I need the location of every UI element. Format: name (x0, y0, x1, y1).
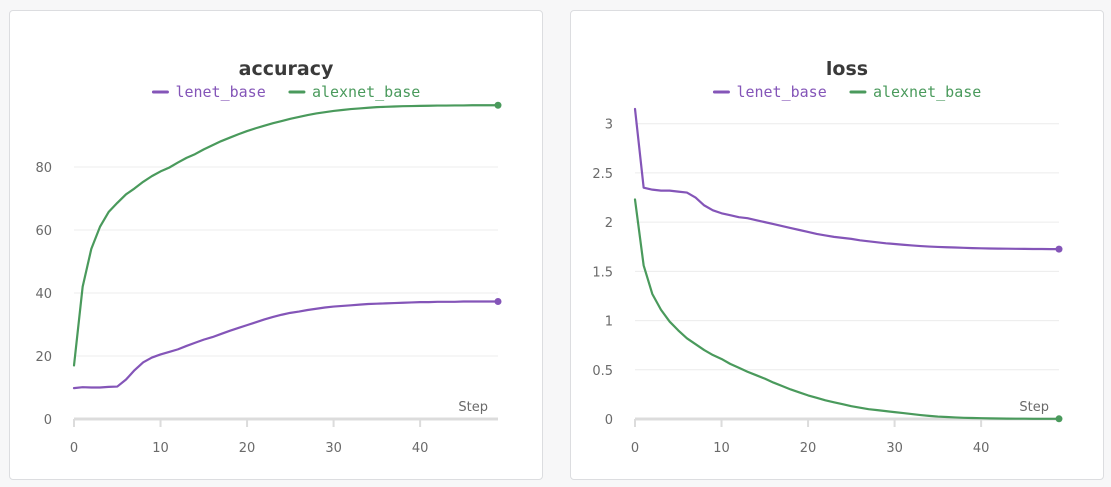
series-end-marker-alexnet-base[interactable] (1055, 415, 1063, 423)
series-line-alexnet-base[interactable] (72, 104, 500, 367)
y-tick-label: 1 (605, 315, 613, 330)
y-tick-label: 3 (605, 118, 613, 133)
legend-label: alexnet_base (873, 83, 981, 101)
chart-legend: lenet_base alexnet_base (712, 83, 981, 101)
x-tick-label: 20 (239, 441, 256, 456)
accuracy-chart: accuracy lenet_base alexnet_base 0 20 40 60 80 0… (35, 58, 502, 456)
y-tick-label: 0.5 (592, 364, 613, 379)
y-tick-label: 1.5 (592, 265, 613, 280)
y-tick-label: 0 (44, 413, 52, 428)
chart-title: loss (826, 58, 868, 80)
legend-item-lenet-base[interactable]: lenet_base (151, 83, 266, 101)
y-tick-label: 2 (605, 216, 613, 231)
legend-item-alexnet-base[interactable]: alexnet_base (288, 83, 420, 101)
x-tick-label: 0 (631, 441, 639, 456)
y-tick-label: 2.5 (592, 167, 613, 182)
series-line-lenet-base[interactable] (72, 300, 500, 390)
chart-title: accuracy (239, 58, 334, 80)
legend-label: alexnet_base (312, 83, 420, 101)
series-end-marker-lenet-base[interactable] (494, 298, 502, 306)
series-line-alexnet-base[interactable] (633, 198, 1061, 420)
x-tick-label: 10 (152, 441, 169, 456)
x-tick-label: 40 (973, 441, 990, 456)
legend-label: lenet_base (175, 83, 265, 101)
chart-legend: lenet_base alexnet_base (151, 83, 420, 101)
legend-label: lenet_base (736, 83, 826, 101)
x-axis-label: Step (1019, 400, 1049, 415)
legend-item-alexnet-base[interactable]: alexnet_base (849, 83, 981, 101)
y-tick-label: 20 (35, 350, 52, 365)
y-tick-label: 0 (605, 413, 613, 428)
series-end-marker-alexnet-base[interactable] (494, 101, 502, 109)
y-tick-label: 40 (35, 287, 52, 302)
x-tick-label: 0 (70, 441, 78, 456)
x-tick-label: 40 (412, 441, 429, 456)
x-tick-label: 20 (800, 441, 817, 456)
x-tick-label: 30 (325, 441, 342, 456)
x-axis-label: Step (458, 400, 488, 415)
series-end-marker-lenet-base[interactable] (1055, 245, 1063, 253)
x-tick-label: 10 (713, 441, 730, 456)
y-tick-label: 80 (35, 161, 52, 176)
x-tick-label: 30 (886, 441, 903, 456)
accuracy-chart-panel: accuracy lenet_base alexnet_base 0 20 40 60 80 0… (9, 10, 543, 480)
loss-chart-panel: loss lenet_base alexnet_base 0 0.5 1 1.5 2 2.5 3 0… (570, 10, 1104, 480)
y-tick-label: 60 (35, 224, 52, 239)
series-line-lenet-base[interactable] (633, 107, 1061, 251)
legend-item-lenet-base[interactable]: lenet_base (712, 83, 827, 101)
